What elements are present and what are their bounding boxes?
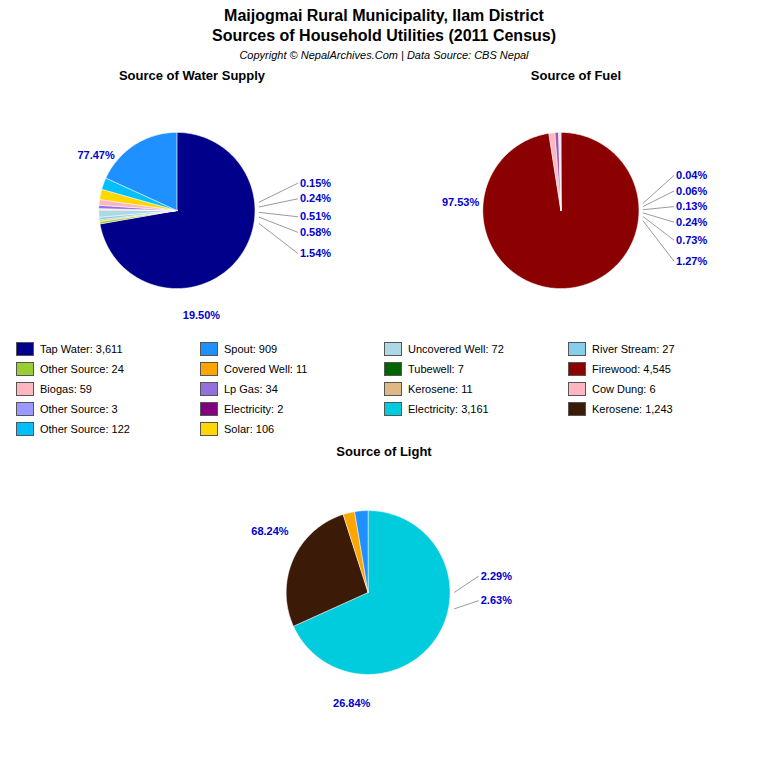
html-text:Covered Well: 11: Covered Well: 11 [224, 363, 308, 375]
html-text:Biogas: 59: Biogas: 59 [40, 383, 92, 395]
html-text:Electricity: 3,161: Electricity: 3,161 [408, 403, 489, 415]
svg-text:1.54%: 1.54% [300, 247, 331, 259]
html-text:Lp Gas: 34: Lp Gas: 34 [224, 383, 278, 395]
svg-text:0.58%: 0.58% [300, 226, 331, 238]
html-text:Sources of Household Utilities: Sources of Household Utilities (2011 Cen… [212, 27, 556, 44]
html-text:Kerosene: 11: Kerosene: 11 [408, 383, 473, 395]
svg-text:0.24%: 0.24% [676, 216, 707, 228]
html-text:River Stream: 27: River Stream: 27 [592, 343, 675, 355]
html-text:Copyright © NepalArchives.Com: Copyright © NepalArchives.Com | Data Sou… [239, 49, 529, 61]
svg-text:26.84%: 26.84% [333, 697, 371, 709]
svg-text:0.04%: 0.04% [676, 169, 707, 181]
svg-text:1.27%: 1.27% [676, 255, 707, 267]
html-text:Solar: 106: Solar: 106 [224, 423, 275, 435]
html-text:Other Source: 24: Other Source: 24 [40, 363, 124, 375]
html-text:Firewood: 4,545: Firewood: 4,545 [592, 363, 671, 375]
html-text:Source of Water Supply: Source of Water Supply [118, 68, 266, 83]
html-text:Maijogmai Rural Municipality,: Maijogmai Rural Municipality, Ilam Distr… [224, 7, 544, 24]
html-text:Kerosene: 1,243: Kerosene: 1,243 [592, 403, 673, 415]
html-text:Other Source: 122: Other Source: 122 [40, 423, 130, 435]
html-text:Uncovered Well: 72: Uncovered Well: 72 [408, 343, 504, 355]
svg-text:0.06%: 0.06% [676, 185, 707, 197]
svg-text:0.51%: 0.51% [300, 210, 331, 222]
html-text:Source of Light: Source of Light [336, 444, 432, 459]
html-text:Cow Dung: 6: Cow Dung: 6 [592, 383, 656, 395]
svg-text:0.13%: 0.13% [676, 200, 707, 212]
html-text:Source of Fuel: Source of Fuel [530, 68, 622, 83]
svg-text:77.47%: 77.47% [77, 149, 115, 161]
html-text:Other Source: 3: Other Source: 3 [40, 403, 118, 415]
svg-text:0.24%: 0.24% [300, 192, 331, 204]
html-text:Tubewell: 7: Tubewell: 7 [408, 363, 464, 375]
svg-text:2.29%: 2.29% [481, 570, 512, 582]
svg-text:97.53%: 97.53% [442, 196, 480, 208]
svg-text:68.24%: 68.24% [251, 525, 289, 537]
svg-text:19.50%: 19.50% [183, 309, 221, 321]
html-text:Tap Water: 3,611: Tap Water: 3,611 [40, 343, 123, 355]
svg-text:2.63%: 2.63% [481, 594, 512, 606]
svg-text:0.73%: 0.73% [676, 234, 707, 246]
svg-text:0.15%: 0.15% [300, 177, 331, 189]
html-text:Spout: 909: Spout: 909 [224, 343, 278, 355]
html-text:Electricity: 2: Electricity: 2 [224, 403, 284, 415]
